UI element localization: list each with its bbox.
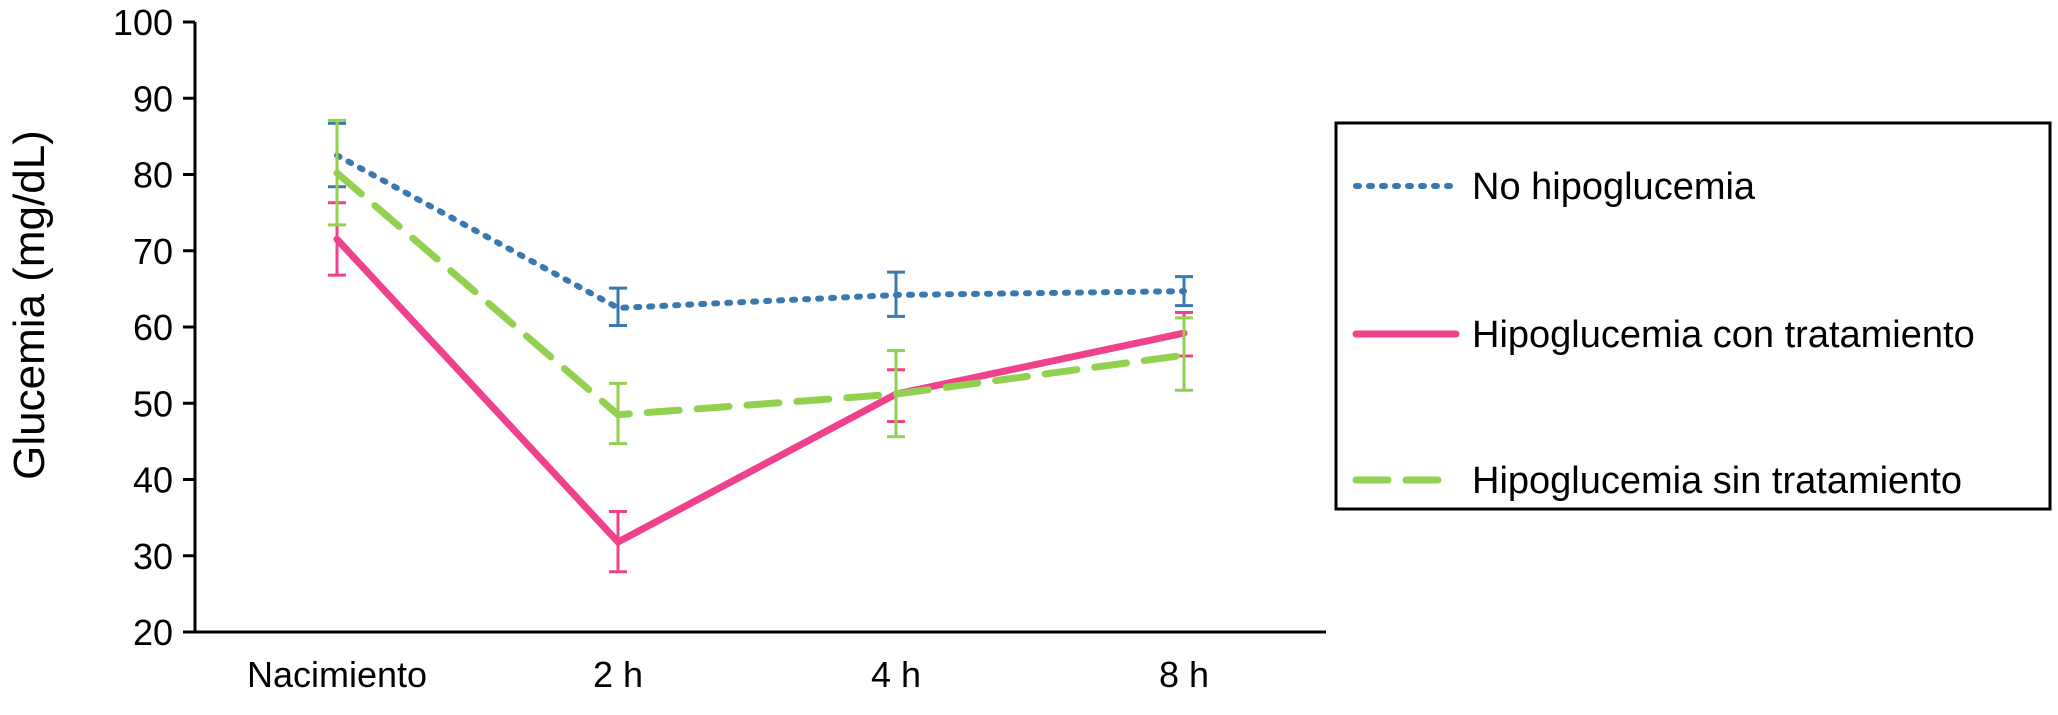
- legend-label: Hipoglucemia sin tratamiento: [1472, 460, 1962, 502]
- x-tick-label: Nacimiento: [247, 654, 427, 695]
- y-axis-title: Glucemia (mg/dL): [5, 130, 54, 480]
- data-point: [617, 541, 619, 543]
- y-tick-label: 80: [133, 155, 173, 196]
- y-tick-label: 100: [113, 2, 173, 43]
- series-line: [333, 235, 1188, 546]
- series-2: [328, 201, 1193, 574]
- y-tick-label: 60: [133, 307, 173, 348]
- series-layer: [328, 118, 1193, 574]
- y-tick-label: 50: [133, 383, 173, 424]
- legend: No hipoglucemia Hipoglucemia con tratamie…: [1334, 121, 2052, 511]
- data-point: [1183, 354, 1185, 356]
- series-line: [333, 169, 1188, 419]
- data-point: [617, 414, 619, 416]
- x-tick-label: 8 h: [1159, 654, 1209, 695]
- x-ticks: Nacimiento 2 h 4 h 8 h: [247, 654, 1209, 695]
- data-point: [336, 238, 338, 240]
- series-3: [328, 118, 1193, 446]
- y-tick-label: 40: [133, 460, 173, 501]
- data-point: [336, 172, 338, 174]
- series-line: [334, 152, 1187, 311]
- x-tick-label: 2 h: [593, 654, 643, 695]
- data-point: [1183, 290, 1185, 292]
- x-tick-label: 4 h: [871, 654, 921, 695]
- data-point: [895, 393, 897, 395]
- axes: 20 30 40 50 60 70 80 90 100 Nacimiento 2 h 4 h 8 h: [113, 2, 1326, 695]
- legend-label: No hipoglucemia: [1472, 166, 1756, 208]
- series-1: [328, 121, 1193, 327]
- y-tick-label: 20: [133, 612, 173, 653]
- y-tick-label: 90: [133, 78, 173, 119]
- y-ticks: 20 30 40 50 60 70 80 90 100: [113, 2, 195, 653]
- legend-box: [1334, 121, 2052, 511]
- y-tick-label: 70: [133, 231, 173, 272]
- data-point: [617, 307, 619, 309]
- legend-label: Hipoglucemia con tratamiento: [1472, 314, 1975, 356]
- data-point: [895, 294, 897, 296]
- y-tick-label: 30: [133, 536, 173, 577]
